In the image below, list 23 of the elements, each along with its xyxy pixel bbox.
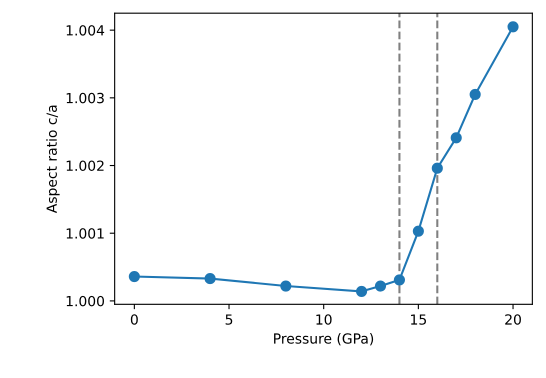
x-tick-label: 10 [316, 314, 332, 325]
y-tick-label: 1.002 [66, 160, 104, 172]
x-tick-label: 20 [505, 314, 521, 325]
point [374, 280, 386, 292]
point [450, 132, 462, 144]
y-tick-label: 1.003 [66, 92, 104, 104]
y-tick-label: 1.004 [66, 25, 104, 36]
x-axis-title: Pressure (GPa) [274, 333, 374, 346]
point [280, 280, 292, 292]
point [432, 162, 443, 174]
x-tick-label: 5 [226, 314, 232, 325]
point [507, 21, 519, 32]
point [204, 273, 216, 284]
y-tick-label: 1.001 [66, 228, 104, 239]
point [128, 270, 140, 282]
y-tick-label: 1.000 [66, 296, 104, 306]
point [470, 88, 481, 100]
point [394, 274, 405, 286]
point [412, 226, 424, 237]
point [356, 286, 368, 297]
y-axis-title: Aspect ratio c/a [46, 106, 60, 214]
x-tick-label: 15 [411, 314, 426, 325]
x-tick-label: 0 [130, 314, 138, 325]
